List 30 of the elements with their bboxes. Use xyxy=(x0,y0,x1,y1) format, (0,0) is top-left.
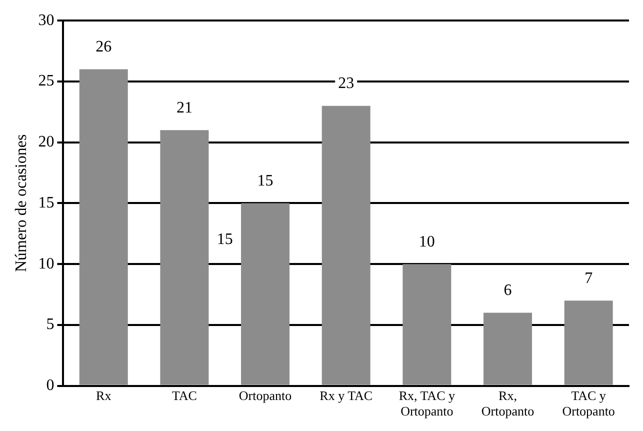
y-tick-label: 30 xyxy=(38,12,54,29)
x-tick-label: TAC y Ortopanto xyxy=(562,388,615,419)
bar xyxy=(484,312,532,385)
x-tick-label: Rx xyxy=(96,388,112,404)
x-tick-label: Rx y TAC xyxy=(320,388,373,404)
y-tick-label: 0 xyxy=(46,377,54,394)
x-tick-label: Ortopanto xyxy=(238,388,292,404)
x-tick-label: Rx, Ortopanto xyxy=(481,388,534,419)
x-tick-label: TAC xyxy=(172,388,197,404)
data-label: 26 xyxy=(96,38,112,56)
y-tick-label: 5 xyxy=(46,316,54,334)
data-label: 21 xyxy=(176,99,192,116)
y-axis-title: Número de ocasiones xyxy=(12,134,30,272)
y-tick-label: 25 xyxy=(38,72,54,90)
bar xyxy=(322,106,370,385)
bar xyxy=(79,69,128,385)
data-label: 7 xyxy=(584,270,593,287)
bar xyxy=(402,264,452,385)
y-tick-label: 15 xyxy=(38,194,54,212)
y-tick-label: 10 xyxy=(38,255,54,272)
data-label: 23 xyxy=(338,75,354,92)
x-tick-label: Rx, TAC y Ortopanto xyxy=(398,388,456,419)
bar xyxy=(160,130,209,385)
y-tick-label: 20 xyxy=(38,134,54,151)
annotation: 15 xyxy=(216,230,233,248)
data-label: 10 xyxy=(418,233,435,250)
data-label: 6 xyxy=(504,282,512,299)
data-label: 15 xyxy=(257,172,274,190)
bar xyxy=(564,300,613,385)
bar xyxy=(241,203,290,385)
